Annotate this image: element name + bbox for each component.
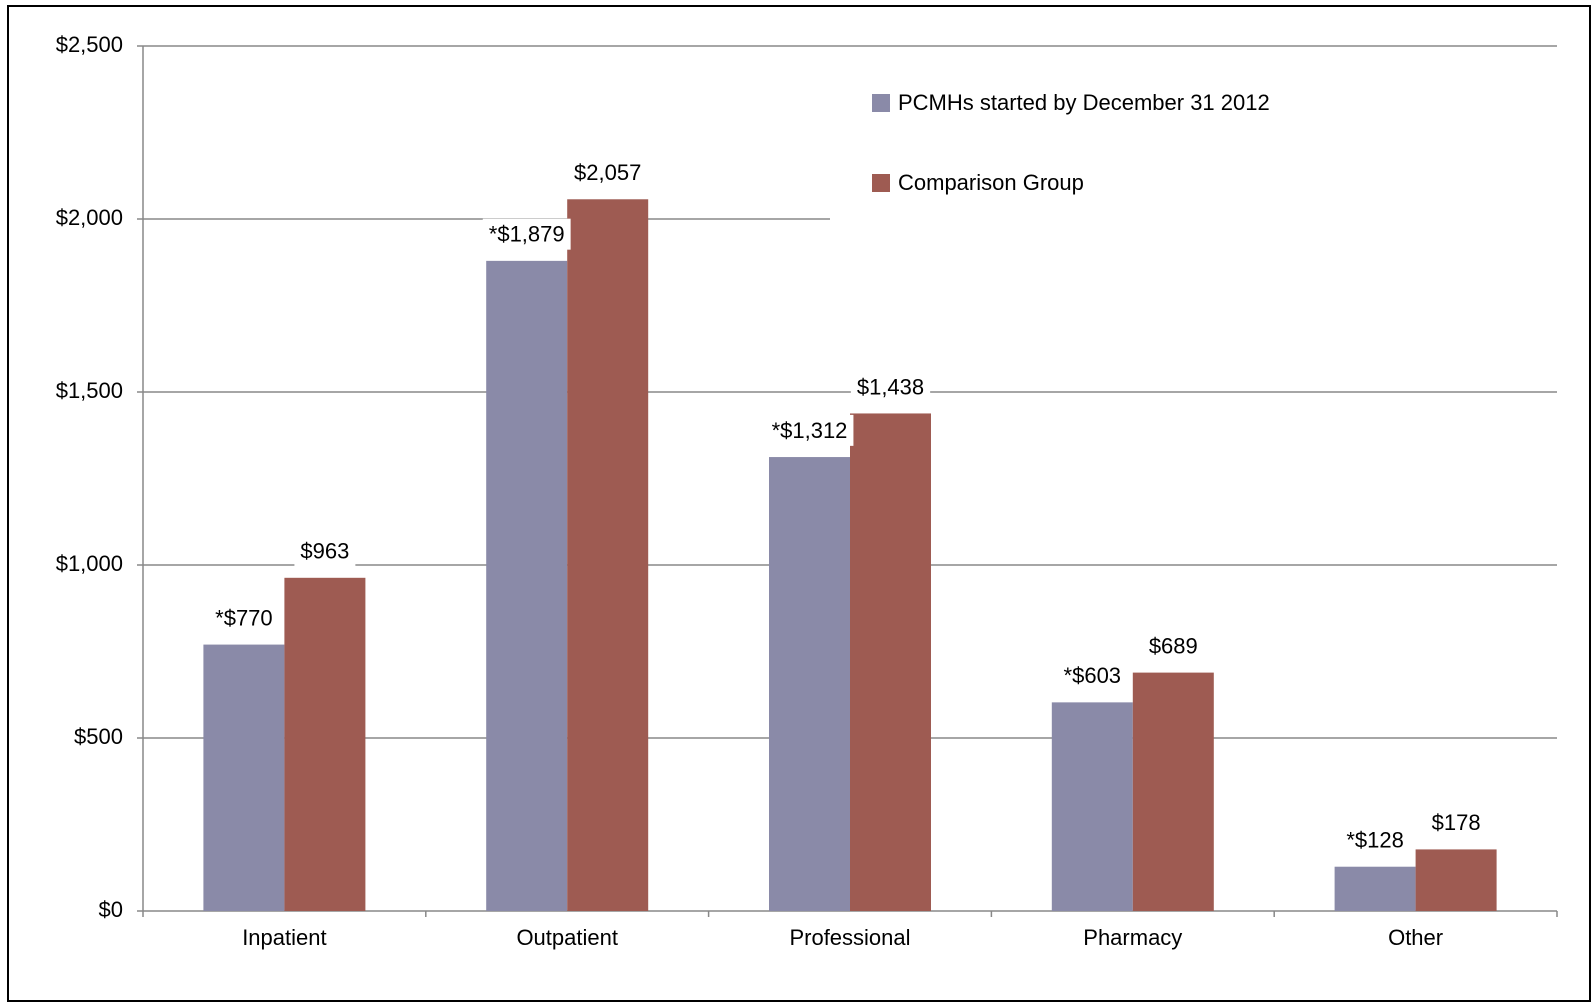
y-tick-label: $2,000 [56, 205, 123, 230]
label-background [568, 157, 648, 189]
legend-label: PCMHs started by December 31 2012 [898, 90, 1270, 115]
y-tick-label: $0 [99, 897, 123, 922]
bar [850, 413, 931, 911]
bar [1334, 866, 1416, 911]
legend-swatch [872, 94, 890, 112]
bar [486, 260, 568, 912]
data-label: *$770 [215, 605, 273, 630]
data-label: *$603 [1064, 663, 1122, 688]
label-background [850, 371, 931, 403]
data-label: *$128 [1346, 828, 1404, 853]
legend-swatch [872, 174, 890, 192]
y-tick-label: $1,000 [56, 551, 123, 576]
x-tick-label: Other [1388, 925, 1443, 950]
bar [203, 644, 285, 911]
data-label: *$1,879 [489, 222, 565, 247]
label-background [209, 602, 279, 634]
label-background [482, 218, 571, 250]
bar [1051, 702, 1133, 911]
label-background [1340, 824, 1410, 856]
labels: $0 $500 $1,000 $1,500 $2,000 $2,500 Inpatient *… [56, 32, 1557, 950]
data-label: *$1,312 [772, 418, 848, 443]
bar [1132, 672, 1214, 911]
legend-background [830, 60, 1557, 220]
bars [203, 199, 1497, 912]
label-background [765, 414, 854, 446]
label-background [1057, 660, 1128, 692]
label-background [294, 535, 356, 567]
bar [284, 577, 366, 911]
x-tick-label: Inpatient [242, 925, 326, 950]
data-label: $963 [300, 539, 349, 564]
x-tick-label: Pharmacy [1083, 925, 1182, 950]
y-tick-label: $1,500 [56, 378, 123, 403]
data-label: $1,438 [857, 374, 924, 399]
legend-label: Comparison Group [898, 170, 1084, 195]
bar [1415, 849, 1497, 911]
x-tick-label: Outpatient [516, 925, 618, 950]
x-tick-label: Professional [789, 925, 910, 950]
bar [769, 457, 850, 911]
y-tick-label: $500 [74, 724, 123, 749]
label-background [1425, 807, 1487, 839]
y-tick-label: $2,500 [56, 32, 123, 57]
bar [567, 199, 649, 911]
data-label: $689 [1149, 633, 1198, 658]
data-label: $178 [1432, 810, 1481, 835]
label-background [1142, 630, 1204, 662]
data-label: $2,057 [574, 160, 641, 185]
